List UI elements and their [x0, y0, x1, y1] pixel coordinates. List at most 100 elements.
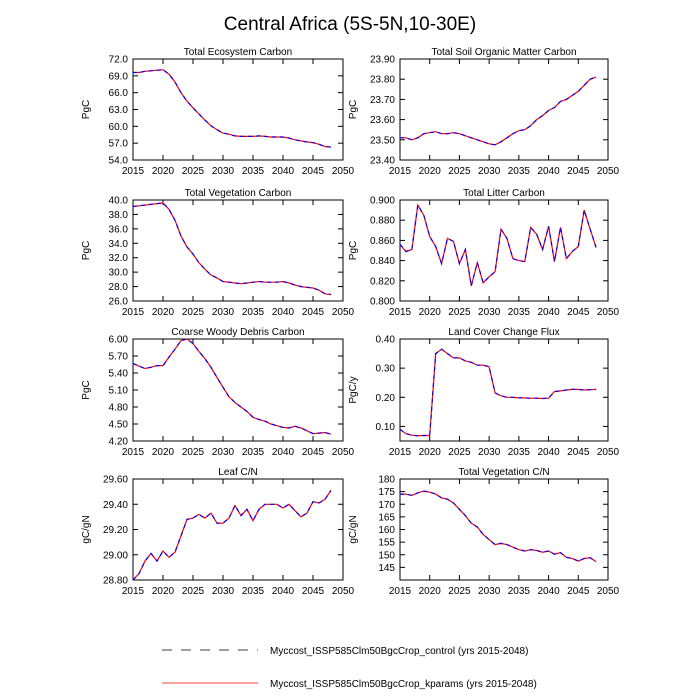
figure-title: Central Africa (5S-5N,10-30E) [224, 14, 476, 35]
y-tick-label: 29.00 [103, 550, 128, 561]
x-tick-label: 2045 [302, 586, 325, 597]
x-tick-label: 2030 [212, 307, 235, 318]
x-tick-label: 2050 [597, 166, 620, 177]
y-tick-label: 26.0 [109, 297, 129, 308]
y-tick-label: 0.10 [376, 422, 396, 433]
panel-title: Leaf C/N [218, 467, 257, 478]
y-tick-label: 36.0 [109, 224, 129, 235]
x-tick-label: 2050 [332, 166, 355, 177]
x-tick-label: 2035 [508, 166, 531, 177]
y-tick-label: 165 [378, 512, 395, 523]
x-tick-label: 2025 [182, 586, 205, 597]
x-tick-label: 2020 [152, 166, 175, 177]
series-line-control [133, 69, 332, 148]
x-tick-label: 2030 [478, 166, 501, 177]
x-tick-label: 2040 [537, 307, 560, 318]
y-tick-label: 160 [378, 525, 395, 536]
x-tick-label: 2045 [567, 447, 590, 458]
y-tick-label: 40.0 [109, 196, 129, 207]
legend-label-control: Myccost_ISSP585Clm50BgcCrop_control (yrs… [270, 646, 528, 657]
y-tick-label: 0.40 [376, 335, 396, 346]
x-tick-label: 2020 [152, 307, 175, 318]
y-axis-label: gC/gN [81, 515, 92, 543]
x-tick-label: 2050 [597, 307, 620, 318]
y-tick-label: 66.0 [109, 88, 129, 99]
y-tick-label: 0.800 [370, 297, 395, 308]
x-tick-label: 2040 [272, 447, 295, 458]
series-line-kparams [400, 490, 597, 563]
y-tick-label: 0.820 [370, 276, 395, 287]
series-line-control [132, 202, 332, 296]
plot-frame [399, 478, 609, 581]
y-tick-label: 63.0 [109, 105, 129, 116]
panel-total-ecosystem-carbon: Total Ecosystem Carbon PgC 2015 2020 2025 203… [81, 47, 355, 177]
series-line-kparams [399, 348, 597, 437]
x-tick-label: 2040 [537, 166, 560, 177]
panel-total-vegetation-c-n: Total Vegetation C/N gC/gN 2015 2020 2025 203… [348, 467, 620, 597]
plot-frame [132, 199, 344, 302]
x-tick-label: 2035 [242, 447, 265, 458]
plot-frame [399, 199, 609, 302]
x-tick-label: 2035 [508, 307, 531, 318]
series-line-kparams [400, 76, 597, 146]
y-tick-label: 69.0 [109, 71, 129, 82]
y-tick-label: 23.50 [370, 135, 395, 146]
x-tick-label: 2025 [448, 447, 471, 458]
y-tick-label: 0.30 [376, 364, 396, 375]
x-tick-label: 2025 [448, 586, 471, 597]
panel-coarse-woody-debris-carbon: Coarse Woody Debris Carbon PgC 2015 2020 202… [81, 327, 355, 458]
x-tick-label: 2025 [182, 447, 205, 458]
x-tick-label: 2020 [419, 307, 442, 318]
y-tick-label: 4.20 [109, 437, 129, 448]
y-tick-label: 150 [378, 550, 395, 561]
x-tick-label: 2035 [508, 447, 531, 458]
x-tick-label: 2030 [478, 586, 501, 597]
x-tick-label: 2015 [389, 166, 412, 177]
panel-title: Land Cover Change Flux [448, 327, 559, 338]
plot-frame [399, 58, 609, 161]
y-tick-label: 54.0 [109, 156, 129, 167]
x-tick-label: 2020 [152, 586, 175, 597]
y-tick-label: 34.0 [109, 239, 129, 250]
plot-frame [399, 338, 609, 442]
y-tick-label: 23.60 [370, 115, 395, 126]
y-axis-label: PgC/y [348, 376, 359, 403]
x-tick-label: 2015 [122, 447, 145, 458]
y-tick-label: 30.0 [109, 268, 129, 279]
y-tick-label: 170 [378, 500, 395, 511]
y-tick-label: 72.0 [109, 55, 129, 66]
y-tick-label: 0.900 [370, 196, 395, 207]
y-tick-label: 5.10 [109, 386, 129, 397]
x-tick-label: 2035 [242, 307, 265, 318]
x-tick-label: 2030 [478, 307, 501, 318]
x-tick-label: 2025 [182, 307, 205, 318]
y-tick-label: 175 [378, 487, 395, 498]
series-line-control [399, 203, 597, 287]
x-tick-label: 2015 [122, 307, 145, 318]
x-tick-label: 2015 [389, 447, 412, 458]
x-tick-label: 2045 [302, 447, 325, 458]
panel-leaf-c-n: Leaf C/N gC/gN 2015 2020 2025 2030 2035 2040 204… [81, 467, 355, 597]
x-tick-label: 2015 [122, 586, 145, 597]
x-tick-label: 2035 [242, 166, 265, 177]
x-tick-label: 2015 [389, 307, 412, 318]
y-axis-label: gC/gN [348, 515, 359, 543]
x-tick-label: 2035 [508, 586, 531, 597]
panel-title: Total Vegetation Carbon [185, 188, 292, 199]
y-tick-label: 0.860 [370, 236, 395, 247]
y-tick-label: 0.840 [370, 256, 395, 267]
series-line-control [400, 490, 597, 563]
x-tick-label: 2030 [212, 586, 235, 597]
series-line-control [132, 338, 332, 435]
y-tick-label: 5.70 [109, 352, 129, 363]
y-tick-label: 5.40 [109, 369, 129, 380]
panel-total-litter-carbon: Total Litter Carbon PgC 2015 2020 2025 2030 20… [348, 188, 620, 318]
y-tick-label: 29.40 [103, 500, 128, 511]
x-tick-label: 2035 [242, 586, 265, 597]
x-tick-label: 2045 [567, 586, 590, 597]
y-tick-label: 60.0 [109, 122, 129, 133]
series-line-control [399, 348, 597, 437]
y-tick-label: 4.50 [109, 420, 129, 431]
x-tick-label: 2045 [567, 166, 590, 177]
